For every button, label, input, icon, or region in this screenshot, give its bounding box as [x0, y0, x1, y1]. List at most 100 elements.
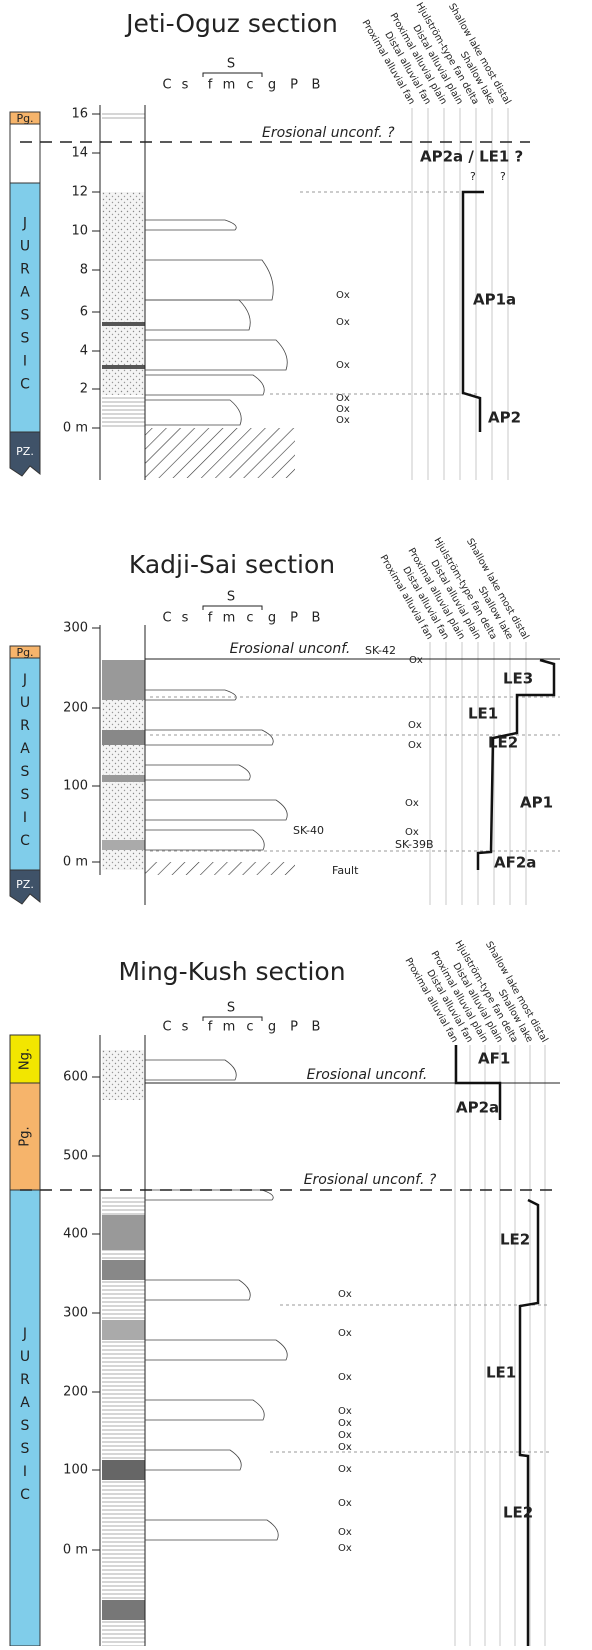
lithology-bed: [102, 1320, 145, 1340]
grain-class: C: [162, 1020, 171, 1035]
log-bed: [145, 765, 250, 780]
depth-label: 4: [80, 344, 88, 359]
zone-label: AF1: [478, 1050, 510, 1068]
depth-label: 6: [80, 305, 88, 320]
lithology-bed: [102, 840, 145, 850]
period-label: JURASSIC: [17, 216, 33, 400]
grain-class: s: [182, 611, 189, 626]
annotation: SK-40: [293, 824, 324, 837]
grain-class: m: [223, 611, 236, 626]
grain-class: g: [268, 611, 276, 626]
grain-class: P: [290, 78, 298, 93]
grain-group: S: [227, 590, 235, 605]
zone-label: LE1: [486, 1364, 516, 1382]
annotation: Fault: [332, 864, 359, 877]
environment-curve: [456, 1045, 538, 1646]
grain-class: P: [290, 611, 298, 626]
zone-label: AP2: [488, 409, 521, 427]
annotation: Erosional unconf. ?: [304, 1172, 437, 1188]
zone-label: LE2: [488, 734, 518, 752]
period-label: Ng.: [18, 1048, 33, 1070]
annotation: SK-39B: [395, 838, 434, 851]
log-bed: [145, 220, 236, 230]
ox-label: Ox: [408, 740, 422, 751]
lithology-bed: [102, 1050, 145, 1100]
ox-label: Ox: [338, 1372, 352, 1383]
grain-bracket: [203, 73, 262, 77]
lithology-bed: [102, 730, 145, 745]
ox-label: Ox: [336, 404, 350, 415]
grain-class: m: [223, 78, 236, 93]
grain-bracket: [203, 606, 262, 610]
ox-label: Ox: [338, 1464, 352, 1475]
log-bed: [145, 1520, 278, 1540]
zone-label: AP1a: [473, 291, 516, 309]
lithology-bed: [102, 1460, 145, 1480]
zone-label: LE2: [500, 1231, 530, 1249]
depth-label: 500: [63, 1149, 88, 1164]
annotation: Erosional unconf.: [307, 1067, 428, 1083]
section-title: Ming-Kush section: [118, 957, 345, 986]
period-label: PZ.: [16, 445, 34, 458]
ox-label: Ox: [405, 798, 419, 809]
grain-group: S: [227, 57, 235, 72]
lithology-bed: [102, 322, 145, 326]
log-bed: [145, 1190, 273, 1200]
depth-label: 16: [71, 107, 88, 122]
grain-class: s: [182, 78, 189, 93]
depth-label: 12: [71, 185, 88, 200]
ox-label: Ox: [336, 360, 350, 371]
grain-class: B: [312, 78, 321, 93]
lithology-bed: [102, 1600, 145, 1620]
depth-label: 0 m: [63, 855, 88, 870]
depth-label: 300: [63, 1306, 88, 1321]
annotation: Erosional unconf.: [230, 641, 351, 657]
period-label: PZ.: [16, 878, 34, 891]
annotation: ?: [470, 170, 476, 183]
ox-label: Ox: [338, 1406, 352, 1417]
lithology-bed: [102, 365, 145, 369]
log-bed: [145, 1280, 250, 1300]
section-title: Jeti-Oguz section: [124, 9, 338, 38]
section: Ming-Kush sectionSCsfmcgPBShallow lake m…: [10, 939, 560, 1646]
figure: Jeti-Oguz sectionSCsfmcgPBShallow lake m…: [0, 0, 592, 1646]
grain-class: c: [246, 1020, 253, 1035]
grain-class: m: [223, 1020, 236, 1035]
grain-class: c: [246, 78, 253, 93]
depth-label: 100: [63, 779, 88, 794]
period-label: Pg.: [18, 1126, 33, 1146]
grain-class: f: [208, 611, 213, 626]
ox-label: Ox: [336, 393, 350, 404]
depth-label: 200: [63, 1385, 88, 1400]
log-bed: [145, 1060, 236, 1080]
ox-label: Ox: [338, 1527, 352, 1538]
log-bed: [145, 375, 264, 395]
log-bed: [145, 690, 236, 700]
lithology-bed: [102, 1260, 145, 1280]
annotation: ?: [500, 170, 506, 183]
basement: [145, 428, 295, 478]
depth-label: 400: [63, 1227, 88, 1242]
grain-class: B: [312, 611, 321, 626]
ox-label: Ox: [409, 655, 423, 666]
zone-label: AP2a: [456, 1099, 499, 1117]
log-bed: [145, 1400, 264, 1420]
ox-label: Ox: [336, 415, 350, 426]
ox-label: Ox: [338, 1543, 352, 1554]
ox-label: Ox: [405, 827, 419, 838]
grain-class: g: [268, 1020, 276, 1035]
page: Jeti-Oguz sectionSCsfmcgPBShallow lake m…: [0, 0, 592, 1646]
log-bed: [145, 1450, 241, 1470]
depth-label: 8: [80, 263, 88, 278]
grain-class: C: [162, 611, 171, 626]
depth-label: 2: [80, 382, 88, 397]
period-box: [10, 124, 40, 183]
period-label: JURASSIC: [17, 1326, 33, 1510]
grain-class: C: [162, 78, 171, 93]
ox-label: Ox: [338, 1418, 352, 1429]
depth-label: 200: [63, 701, 88, 716]
environment-curve: [463, 192, 484, 432]
ox-label: Ox: [338, 1289, 352, 1300]
lithology-bed: [102, 1215, 145, 1250]
